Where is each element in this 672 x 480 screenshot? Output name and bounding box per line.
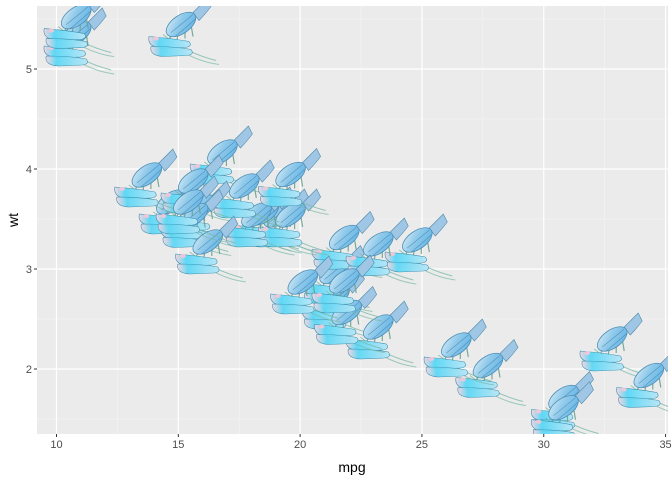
plot-panel — [37, 6, 668, 434]
lobster-point — [616, 355, 668, 412]
lobster-point — [148, 6, 220, 65]
x-tick-label: 15 — [172, 439, 184, 451]
y-tick-label: 2 — [26, 364, 32, 376]
lobster-point — [530, 381, 594, 434]
lobster-point — [155, 175, 227, 243]
data-points — [43, 6, 668, 434]
x-axis: 10 15 20 25 30 35 — [50, 434, 672, 451]
x-tick-label: 35 — [659, 439, 671, 451]
x-tick-label: 20 — [294, 439, 306, 451]
lobster-point — [43, 6, 115, 58]
lobster-point — [311, 254, 383, 322]
lobster-point — [384, 213, 456, 281]
x-axis-title: mpg — [338, 459, 365, 475]
y-tick-label: 3 — [26, 264, 32, 276]
y-axis-title: wt — [5, 213, 21, 228]
lobster-point — [270, 255, 341, 323]
y-axis: 2 3 4 5 — [26, 64, 37, 376]
y-tick-label: 4 — [26, 164, 32, 176]
minor-grid — [37, 6, 668, 434]
lobster-point — [114, 148, 185, 216]
lobster-point — [211, 159, 283, 227]
lobster-point — [258, 147, 329, 215]
x-tick-label: 30 — [538, 439, 550, 451]
y-tick-label: 5 — [26, 64, 32, 76]
lobster-point — [423, 318, 495, 386]
lobster-point — [455, 338, 527, 406]
x-tick-label: 10 — [50, 439, 62, 451]
x-tick-label: 25 — [416, 439, 428, 451]
lobster-point — [579, 312, 651, 380]
